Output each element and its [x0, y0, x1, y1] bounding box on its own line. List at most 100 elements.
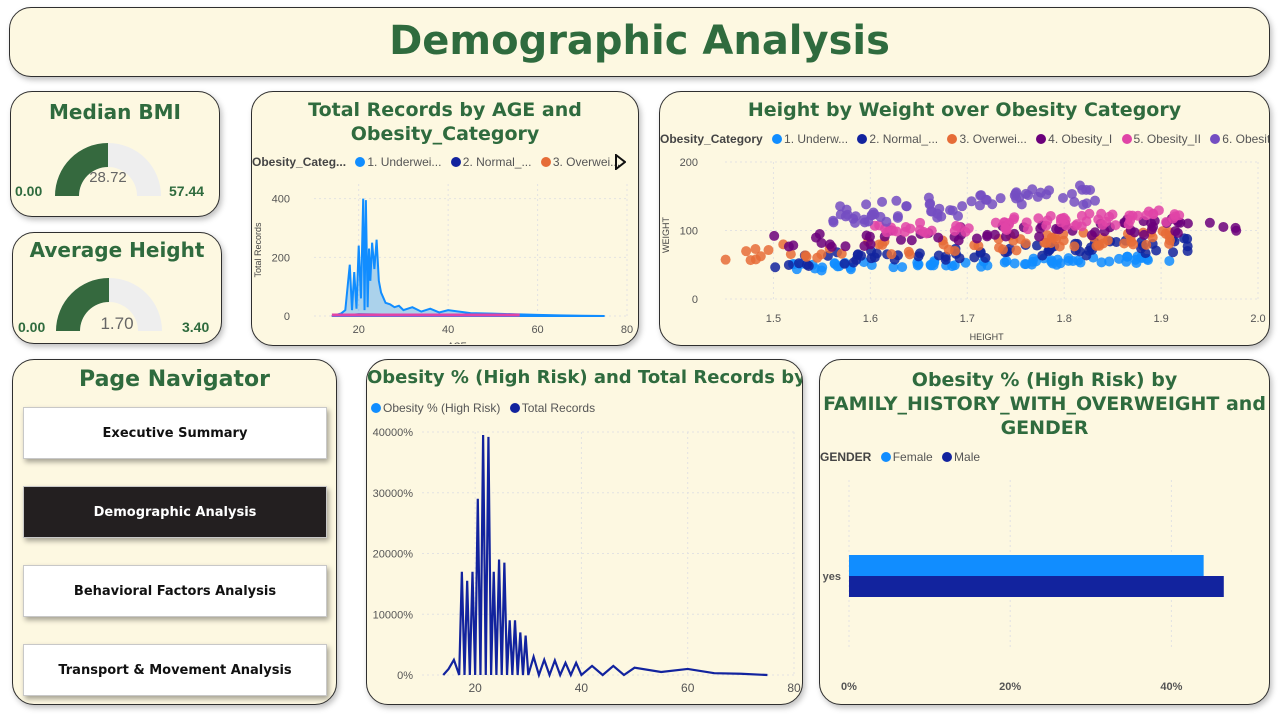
- nav-behavioral-factors-button[interactable]: Behavioral Factors Analysis: [23, 565, 327, 617]
- legend-item-obesity-pct[interactable]: Obesity % (High Risk): [367, 401, 500, 415]
- scatter-point-series-4: [840, 241, 851, 252]
- legend-label: 2. Normal_...: [462, 155, 532, 169]
- scatter-point-series-5: [905, 223, 916, 234]
- scatter-point-series-1: [1164, 255, 1175, 266]
- scatter-point-series-3: [785, 249, 796, 260]
- total-records-line: [442, 435, 768, 679]
- scatter-point-series-3: [973, 240, 984, 251]
- x-axis-label: AGE: [448, 341, 467, 344]
- area-series-1: [331, 198, 605, 317]
- scatter-point-series-1: [1052, 254, 1063, 265]
- scatter-point-series-5: [1097, 219, 1108, 230]
- y-tick-label: 200: [680, 157, 698, 169]
- x-tick-label: 1.5: [766, 313, 781, 325]
- legend-item-male[interactable]: Male: [936, 450, 980, 464]
- legend-item-obesity-2[interactable]: 5. Obesity_II: [1116, 132, 1201, 146]
- title-line: GENDER: [1000, 417, 1089, 439]
- legend-item-normal[interactable]: 2. Normal_...: [445, 155, 532, 169]
- scatter-point-series-4: [824, 239, 835, 250]
- y-tick-label: 20000%: [373, 549, 414, 561]
- legend-item-total-records[interactable]: Total Records: [504, 401, 595, 415]
- y-tick-label: 400: [272, 194, 290, 206]
- page-title: Demographic Analysis: [389, 18, 890, 64]
- legend-title: GENDER: [820, 450, 872, 464]
- scatter-point-series-3: [1102, 235, 1113, 246]
- scatter-point-series-6: [1041, 189, 1052, 200]
- x-tick-label: 40: [575, 681, 589, 695]
- legend-label: Male: [954, 450, 981, 464]
- legend-label: 5. Obesity_II: [1133, 132, 1201, 146]
- title-line: FAMILY_HISTORY_WITH_OVERWEIGHT and: [823, 393, 1266, 415]
- scatter-point-series-3: [720, 254, 731, 265]
- legend-label: 3. Overwei...: [959, 132, 1027, 146]
- x-tick-label: 60: [531, 324, 543, 336]
- scatter-point-series-6: [881, 216, 892, 227]
- scatter-point-series-5: [915, 217, 926, 228]
- scatter-point-series-6: [1090, 195, 1101, 206]
- x-tick-label: 1.7: [960, 313, 975, 325]
- legend-next-icon[interactable]: [614, 154, 626, 170]
- scatter-point-series-5: [1057, 213, 1068, 224]
- median-bmi-gauge: 0.00 28.72 57.44: [15, 143, 204, 199]
- scatter-point-series-4: [1146, 218, 1157, 229]
- scatter-point-series-1: [976, 261, 987, 272]
- scatter-point-series-6: [1032, 191, 1043, 202]
- scatter-point-series-1: [888, 262, 899, 273]
- y-tick-label: 0%: [397, 670, 413, 682]
- legend-item-female[interactable]: Female: [875, 450, 933, 464]
- x-tick-label: 40: [442, 324, 454, 336]
- scatter-point-series-1: [897, 262, 908, 273]
- scatter-point-series-1: [1028, 253, 1039, 264]
- scatter-point-series-4: [906, 235, 917, 246]
- nav-executive-summary-button[interactable]: Executive Summary: [23, 407, 327, 459]
- scatter-point-series-5: [1096, 208, 1107, 219]
- x-tick-label: 40%: [1160, 681, 1182, 693]
- x-tick-label: 20%: [999, 681, 1021, 693]
- scatter-point-series-3: [874, 239, 885, 250]
- obesity-age-title: Obesity % (High Risk) and Total Records …: [367, 367, 802, 388]
- legend-title: Obesity_Categ...: [252, 155, 347, 169]
- scatter-point-series-5: [1161, 216, 1172, 227]
- scatter-point-series-3: [750, 243, 761, 254]
- category-label: yes: [823, 571, 841, 583]
- legend-item-obesity-1[interactable]: 4. Obesity_I: [1030, 132, 1112, 146]
- scatter-point-series-4: [982, 229, 993, 240]
- nav-demographic-analysis-button[interactable]: Demographic Analysis: [23, 486, 327, 538]
- average-height-card: Average Height 0.00 1.70 3.40: [12, 232, 222, 344]
- legend-item-underweight[interactable]: 1. Underw...: [766, 132, 848, 146]
- scatter-point-series-6: [966, 196, 977, 207]
- scatter-point-series-6: [850, 217, 861, 228]
- scatter-point-series-5: [1000, 223, 1011, 234]
- y-tick-label: 0: [284, 311, 290, 323]
- obesity-age-card: Obesity % (High Risk) and Total Records …: [366, 359, 803, 705]
- legend-item-obesity-3[interactable]: 6. Obesity_III: [1204, 132, 1270, 146]
- gauge-max: 57.44: [169, 183, 204, 199]
- scatter-point-series-1: [1096, 257, 1107, 268]
- legend-label: 1. Underwei...: [367, 155, 442, 169]
- scatter-point-series-4: [1129, 227, 1140, 238]
- obesity-age-line-chart: 0% 10000% 20000% 30000% 40000% 20 40 60 80: [373, 427, 801, 695]
- scatter-point-series-5: [1042, 215, 1053, 226]
- scatter-point-series-5: [1033, 213, 1044, 224]
- title-line: Total Records by AGE and: [308, 99, 582, 121]
- scatter-point-series-3: [1093, 239, 1104, 250]
- legend-label: 2. Normal_...: [869, 132, 939, 146]
- scatter-point-series-3: [1069, 241, 1080, 252]
- legend-item-normal[interactable]: 2. Normal_...: [851, 132, 938, 146]
- scatter-point-series-1: [1121, 256, 1132, 267]
- legend-item-overweight[interactable]: 3. Overwei...: [535, 155, 620, 169]
- bar-female: [849, 555, 1204, 576]
- legend-item-overweight[interactable]: 3. Overwei...: [941, 132, 1027, 146]
- scatter-point-series-4: [1139, 229, 1150, 240]
- scatter-point-series-2: [913, 251, 924, 262]
- family-history-title: Obesity % (High Risk) by FAMILY_HISTORY_…: [820, 368, 1269, 440]
- legend-item-underweight[interactable]: 1. Underwei...: [349, 155, 441, 169]
- scatter-point-series-1: [1001, 256, 1012, 267]
- age-records-card: Total Records by AGE and Obesity_Categor…: [251, 91, 639, 346]
- scatter-point-series-3: [763, 245, 774, 256]
- x-tick-label: 0%: [841, 681, 857, 693]
- scatter-point-series-1: [1130, 254, 1141, 265]
- x-tick-label: 80: [621, 324, 633, 336]
- legend-label: 6. Obesity_III: [1222, 132, 1270, 146]
- nav-transport-movement-button[interactable]: Transport & Movement Analysis: [23, 644, 327, 696]
